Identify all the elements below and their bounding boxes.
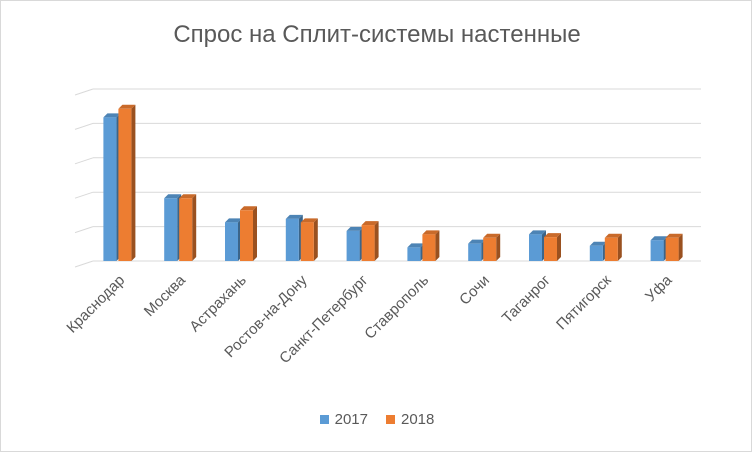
bar-2017-2 (225, 218, 242, 261)
bar-top (589, 241, 607, 246)
bar-front (422, 234, 436, 261)
bar-top (346, 226, 364, 231)
bar-front (407, 247, 421, 261)
bar-2017-8 (589, 241, 607, 261)
bar-top (225, 218, 242, 223)
bar-top (285, 214, 303, 219)
bar-2017-0 (103, 113, 121, 262)
x-tick-label: Сочи (456, 272, 493, 309)
bar-top (361, 221, 379, 226)
bar-2017-7 (529, 230, 546, 261)
legend-item-2018: 2018 (386, 411, 434, 428)
bar-top (240, 206, 257, 211)
bar-2017-4 (346, 226, 364, 261)
bar-top (118, 104, 136, 109)
bar-2017-3 (285, 214, 303, 261)
bar-top (300, 218, 318, 223)
chart-title: Спрос на Сплит-системы настенные (173, 21, 581, 48)
legend-swatch-2018 (386, 415, 395, 424)
bar-front (544, 237, 557, 261)
bar-side (496, 233, 501, 261)
bar-front (164, 198, 178, 261)
bar-2017-6 (468, 239, 486, 261)
bar-front (240, 210, 253, 261)
bar-front (225, 222, 238, 261)
bar-side (131, 104, 136, 261)
bar-front (118, 108, 132, 261)
bar-2018-8 (604, 233, 622, 261)
bar-2017-5 (407, 243, 425, 261)
bar-top (468, 239, 486, 244)
x-tick-label: Пятигорск (553, 272, 615, 334)
gridline-depth (74, 260, 94, 268)
legend-item-2017: 2017 (319, 411, 368, 428)
x-tick-label: Уфа (642, 271, 676, 305)
gridline-depth (74, 226, 94, 234)
bar-front (179, 198, 193, 261)
x-tick-label: Астрахань (186, 272, 250, 336)
x-tick-label: Москва (141, 271, 190, 320)
bar-2018-2 (240, 206, 257, 261)
bar-2018-1 (179, 194, 197, 261)
x-tick-label: Таганрог (499, 271, 554, 326)
bar-front (650, 240, 664, 261)
bar-side (678, 233, 683, 261)
bar-front (483, 237, 497, 261)
bar-top (179, 194, 197, 199)
bar-front (589, 245, 603, 261)
gridline-depth (74, 88, 94, 96)
bar-top (103, 113, 121, 118)
bar-front (103, 117, 117, 262)
bar-2018-0 (118, 104, 136, 261)
legend-label-2017: 2017 (334, 411, 368, 428)
bar-front (285, 218, 299, 261)
bar-front (468, 243, 482, 261)
bar-2018-6 (483, 233, 501, 261)
bar-top (544, 233, 561, 238)
bar-front (529, 234, 542, 261)
bar-2017-9 (650, 236, 668, 261)
gridline-depth (74, 157, 94, 165)
legend-label-2018: 2018 (401, 411, 435, 428)
gridline-depth (74, 191, 94, 199)
bar-side (435, 230, 440, 261)
bar-front (300, 222, 314, 261)
bar-2018-3 (300, 218, 318, 261)
bar-2017-1 (164, 194, 182, 261)
bar-top (604, 233, 622, 238)
bar-side (617, 233, 622, 261)
bar-top (164, 194, 182, 199)
bar-top (422, 230, 440, 235)
bar-top (529, 230, 546, 235)
bar-side (253, 206, 257, 261)
bar-2018-4 (361, 221, 379, 261)
bar-side (374, 221, 379, 261)
bar-top (665, 233, 683, 238)
bar-front (361, 225, 375, 261)
bar-top (650, 236, 668, 241)
bar-chart: Краснодар МоскваАстраханьРостов-на-ДонуСа… (63, 88, 701, 367)
bar-2018-5 (422, 230, 440, 261)
bar-side (192, 194, 197, 261)
gridline-depth (74, 122, 94, 130)
bar-top (483, 233, 501, 238)
bar-front (665, 237, 679, 261)
bar-front (346, 230, 360, 261)
bar-side (557, 233, 561, 261)
x-tick-label: Ставрополь (361, 272, 432, 343)
legend-swatch-2017 (319, 415, 329, 424)
bar-front (604, 237, 618, 261)
legend: 2017 2018 (1, 411, 752, 428)
bar-2018-9 (665, 233, 683, 261)
bar-top (407, 243, 425, 248)
x-tick-label: Краснодар (63, 272, 128, 337)
bar-2018-7 (544, 233, 561, 261)
bar-side (313, 218, 318, 261)
